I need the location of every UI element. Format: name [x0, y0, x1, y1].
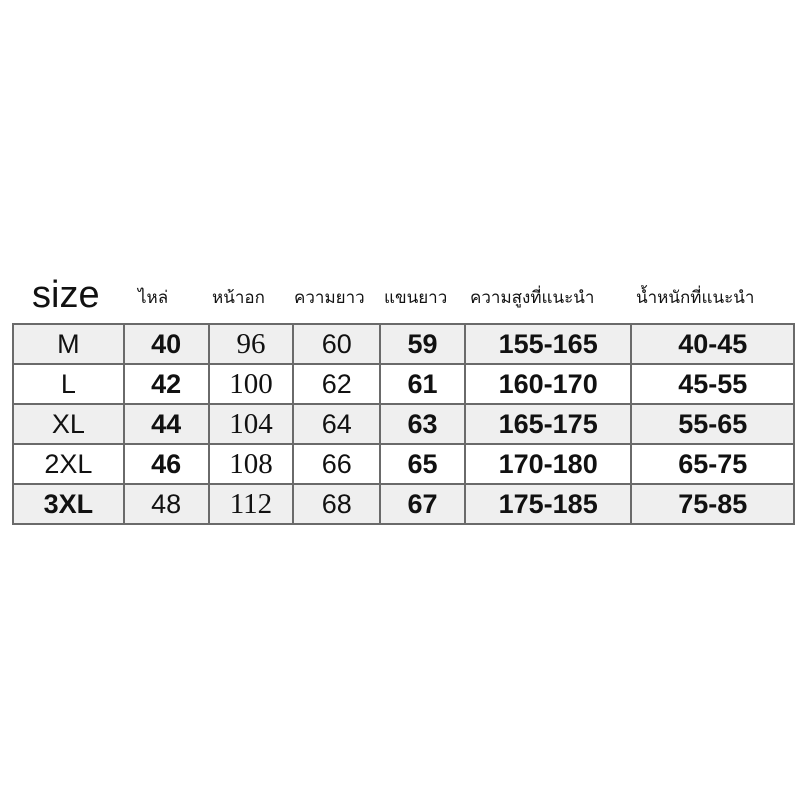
cell-size: M [12, 323, 125, 365]
cell-weight: 40-45 [630, 323, 795, 365]
header-height: ความสูงที่แนะนำ [470, 288, 595, 308]
cell-sleeve: 67 [379, 483, 466, 525]
cell-height: 160-170 [463, 363, 633, 405]
cell-size: L [12, 363, 125, 405]
cell-height: 165-175 [463, 403, 633, 445]
cell-height: 155-165 [463, 323, 633, 365]
cell-length: 68 [292, 483, 382, 525]
table-row: XL 44 104 64 63 165-175 55-65 [12, 403, 795, 445]
cell-sleeve: 61 [379, 363, 466, 405]
cell-size: 2XL [12, 443, 125, 485]
cell-shoulder: 40 [122, 323, 210, 365]
cell-sleeve: 63 [379, 403, 466, 445]
cell-weight: 75-85 [630, 483, 795, 525]
header-size: size [32, 274, 100, 316]
cell-size: 3XL [12, 483, 125, 525]
header-weight: น้ำหนักที่แนะนำ [636, 288, 755, 308]
size-table: M 40 96 60 59 155-165 40-45 L 42 100 62 61 160-170 45… [12, 323, 795, 525]
header-sleeve: แขนยาว [384, 288, 448, 308]
cell-height: 175-185 [463, 483, 633, 525]
table-row: 2XL 46 108 66 65 170-180 65-75 [12, 443, 795, 485]
cell-shoulder: 42 [122, 363, 210, 405]
cell-length: 62 [292, 363, 382, 405]
cell-weight: 45-55 [630, 363, 795, 405]
cell-chest: 104 [207, 403, 295, 445]
cell-chest: 100 [207, 363, 295, 405]
cell-sleeve: 59 [379, 323, 466, 365]
cell-weight: 55-65 [630, 403, 795, 445]
cell-chest: 108 [207, 443, 295, 485]
table-row: L 42 100 62 61 160-170 45-55 [12, 363, 795, 405]
table-row: 3XL 48 112 68 67 175-185 75-85 [12, 483, 795, 525]
header-length: ความยาว [294, 288, 365, 308]
cell-chest: 112 [207, 483, 295, 525]
cell-sleeve: 65 [379, 443, 466, 485]
cell-height: 170-180 [463, 443, 633, 485]
cell-shoulder: 44 [122, 403, 210, 445]
cell-shoulder: 46 [122, 443, 210, 485]
cell-length: 60 [292, 323, 382, 365]
cell-chest: 96 [207, 323, 295, 365]
header-chest: หน้าอก [212, 288, 265, 308]
cell-length: 64 [292, 403, 382, 445]
table-row: M 40 96 60 59 155-165 40-45 [12, 323, 795, 365]
header-shoulder: ไหล่ [138, 288, 169, 308]
cell-weight: 65-75 [630, 443, 795, 485]
cell-shoulder: 48 [122, 483, 210, 525]
cell-length: 66 [292, 443, 382, 485]
cell-size: XL [12, 403, 125, 445]
